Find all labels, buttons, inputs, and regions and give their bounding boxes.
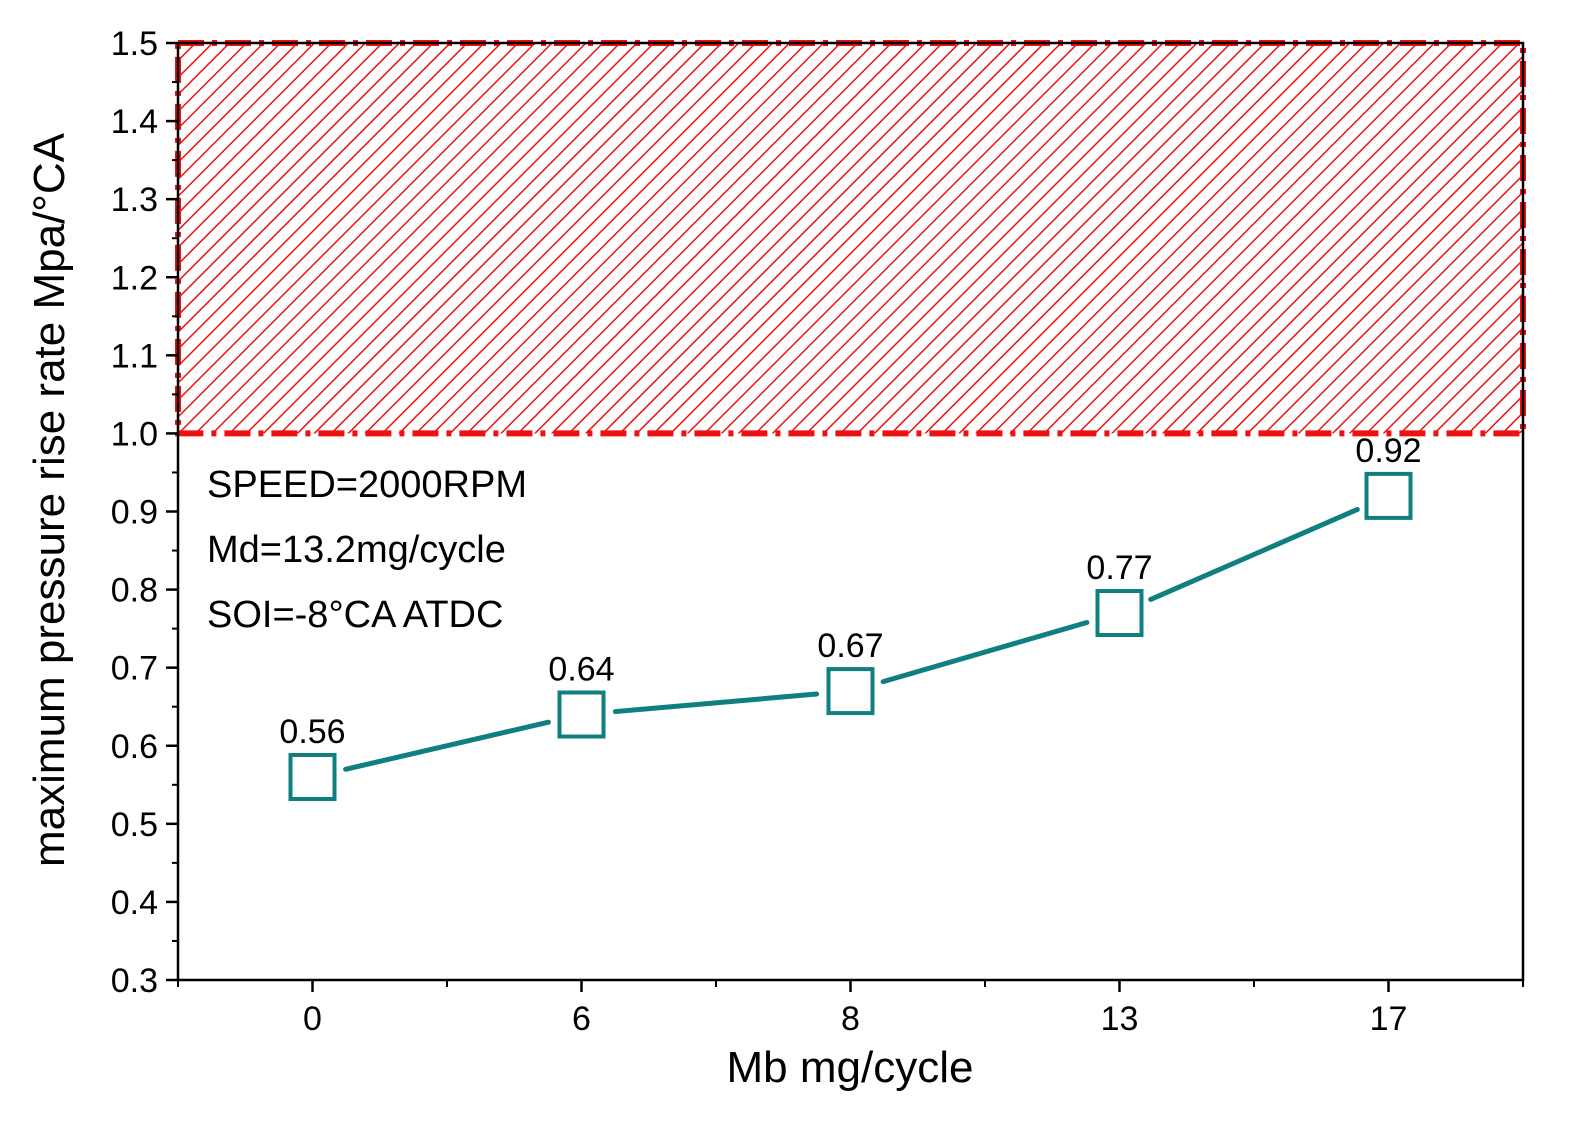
data-point-marker xyxy=(826,667,875,716)
limit-region xyxy=(175,40,1526,437)
y-tick-label: 0.8 xyxy=(111,572,158,610)
y-axis: 0.3 0.4 0.5 0.6 0.7 0.8 0.9 1.0 1.1 1.2 1.3 1.4 1.5 xyxy=(111,25,178,1000)
x-tick-label: 6 xyxy=(572,1000,591,1038)
y-tick-label: 1.0 xyxy=(111,415,158,453)
x-tick-label: 0 xyxy=(303,1000,322,1038)
x-axis: 0 6 8 13 17 xyxy=(177,980,1524,1038)
data-label: 0.67 xyxy=(817,627,883,665)
y-tick-label: 0.7 xyxy=(111,650,158,688)
y-tick-label: 0.6 xyxy=(111,728,158,766)
y-tick-label: 0.4 xyxy=(111,884,158,922)
y-tick-label: 0.3 xyxy=(111,962,158,1000)
x-tick-label: 13 xyxy=(1101,1000,1139,1038)
series-line-segment xyxy=(612,691,820,715)
annotations: SPEED=2000RPM Md=13.2mg/cycle SOI=-8°CA … xyxy=(207,464,527,636)
y-tick-label: 1.4 xyxy=(111,103,158,141)
x-tick-label: 17 xyxy=(1370,1000,1408,1038)
x-tick-label: 8 xyxy=(841,1000,860,1038)
y-tick-label: 1.3 xyxy=(111,181,158,219)
y-tick-label: 0.5 xyxy=(111,806,158,844)
y-tick-label: 0.9 xyxy=(111,494,158,532)
annotation-speed: SPEED=2000RPM xyxy=(207,464,527,506)
data-label: 0.77 xyxy=(1086,549,1152,587)
series-line-segment xyxy=(880,619,1090,685)
y-axis-title: maximum pressure rise rate Mpa/°CA xyxy=(25,132,74,867)
series-line-segment xyxy=(343,719,551,772)
data-point-marker xyxy=(557,690,606,739)
y-tick-label: 1.5 xyxy=(111,25,158,63)
data-label: 0.64 xyxy=(548,651,614,689)
data-point-marker xyxy=(1364,471,1413,520)
series-layer: 0.56 0.64 0.67 0.77 0.92 xyxy=(279,432,1422,801)
y-tick-label: 1.1 xyxy=(111,337,158,375)
data-point-marker xyxy=(1095,589,1144,638)
data-label: 0.92 xyxy=(1355,432,1421,470)
y-tick-label: 1.2 xyxy=(111,259,158,297)
data-label: 0.56 xyxy=(279,713,345,751)
data-point-marker xyxy=(288,752,337,801)
annotation-soi: SOI=-8°CA ATDC xyxy=(207,594,503,636)
x-axis-title: Mb mg/cycle xyxy=(727,1043,974,1092)
annotation-md: Md=13.2mg/cycle xyxy=(207,529,506,571)
limit-region-hatch xyxy=(178,43,1523,434)
series-line-segment xyxy=(1148,506,1360,602)
